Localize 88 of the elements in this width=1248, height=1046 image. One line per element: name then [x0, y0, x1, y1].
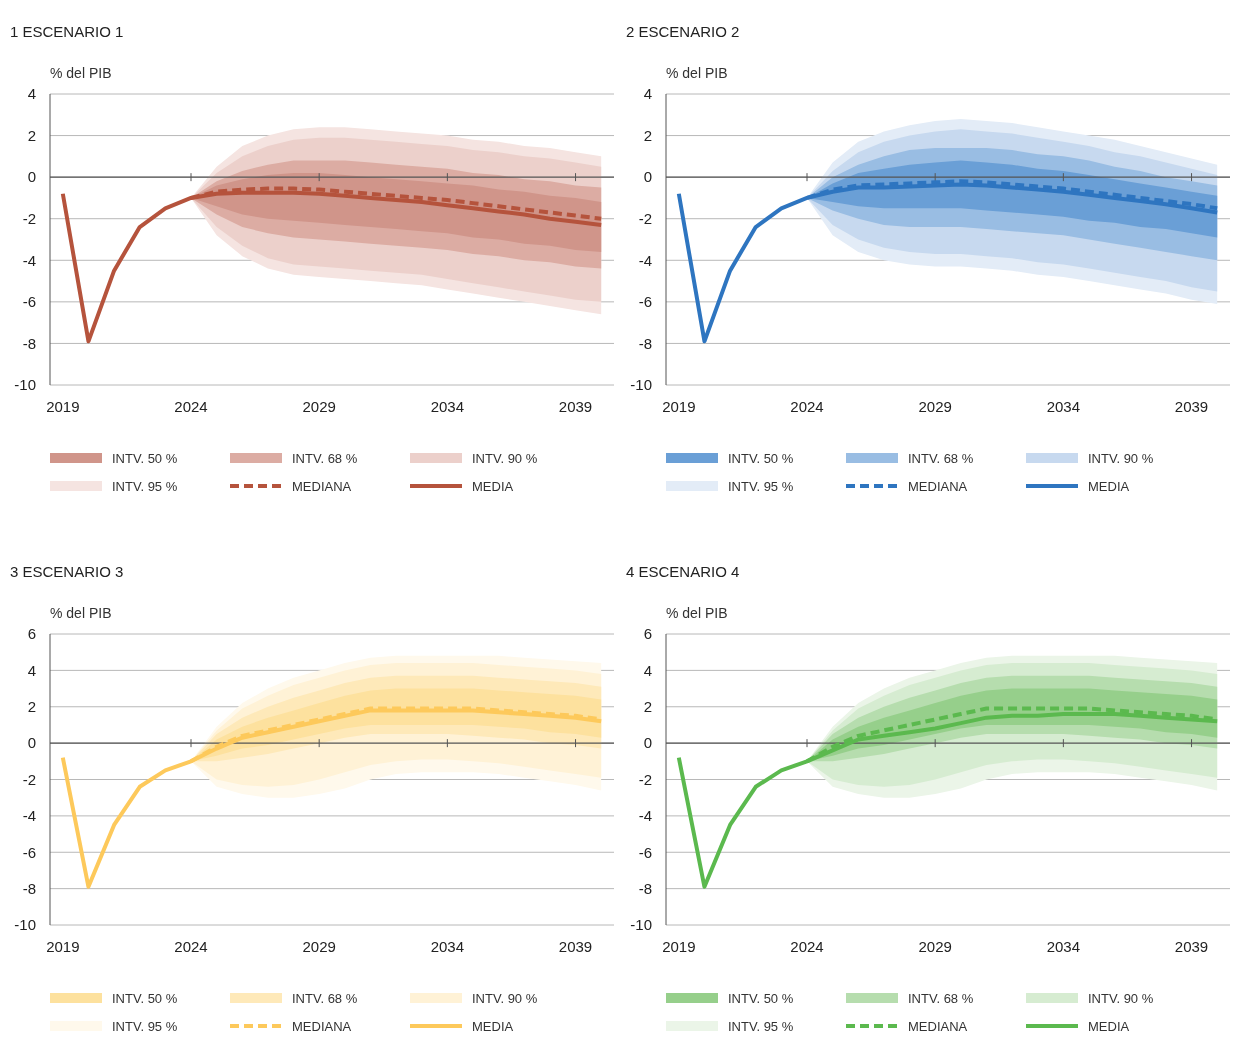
y-tick-label: -10	[630, 916, 652, 934]
chart-title: 4 ESCENARIO 4	[626, 563, 740, 580]
x-tick-label: 2034	[430, 398, 465, 415]
legend-label: INTV. 90 %	[472, 990, 538, 1006]
x-tick-label: 2019	[46, 398, 80, 415]
x-tick-label: 2024	[174, 938, 208, 955]
y-tick-label: 2	[643, 126, 652, 144]
x-tick-label: 2034	[1046, 398, 1081, 415]
y-tick-label: -2	[638, 209, 652, 227]
y-tick-label: 2	[27, 126, 36, 144]
chart-title: 1 ESCENARIO 1	[10, 23, 124, 40]
legend-label: INTV. 68 %	[908, 990, 974, 1006]
y-axis-title: % del PIB	[50, 65, 112, 81]
x-tick-label: 2019	[662, 938, 696, 955]
y-tick-label: 6	[643, 625, 652, 643]
y-tick-label: -6	[22, 293, 36, 311]
y-tick-label: 2	[27, 698, 36, 715]
y-tick-label: 4	[643, 661, 652, 679]
y-tick-label: 0	[27, 734, 36, 752]
x-tick-label: 2034	[430, 938, 465, 955]
line-series	[60, 190, 604, 344]
x-tick-label: 2039	[558, 938, 593, 955]
y-tick-label: 0	[643, 168, 652, 186]
legend-label: INTV. 50 %	[728, 450, 794, 466]
legend-label: INTV. 95 %	[112, 478, 178, 494]
y-tick-label: -2	[22, 770, 36, 788]
legend-label: MEDIANA	[908, 1018, 968, 1034]
legend-label: MEDIA	[472, 1018, 514, 1034]
y-tick-label: -6	[638, 843, 652, 861]
legend-label: INTV. 95 %	[728, 478, 794, 494]
y-tick-label: -4	[22, 251, 36, 269]
legend-label: MEDIANA	[292, 1018, 352, 1034]
y-tick-label: -2	[638, 770, 652, 788]
x-tick-label: 2029	[918, 398, 952, 415]
y-tick-label: -8	[22, 879, 36, 897]
legend-label: INTV. 90 %	[1088, 450, 1154, 466]
x-tick-label: 2024	[790, 938, 824, 955]
x-tick-label: 2024	[790, 398, 824, 415]
legend-label: INTV. 68 %	[292, 450, 358, 466]
legend-label: INTV. 68 %	[908, 450, 974, 466]
x-tick-label: 2024	[174, 398, 208, 415]
y-tick-label: -10	[630, 376, 652, 394]
y-tick-label: 4	[27, 661, 36, 679]
legend-label: INTV. 95 %	[728, 1018, 794, 1034]
y-axis-title: % del PIB	[666, 65, 728, 81]
legend-label: MEDIANA	[292, 478, 352, 494]
y-tick-label: -10	[14, 916, 36, 934]
chart-title: 2 ESCENARIO 2	[626, 23, 740, 40]
legend-label: INTV. 95 %	[112, 1018, 178, 1034]
y-tick-label: -8	[638, 334, 652, 352]
x-tick-label: 2029	[302, 938, 336, 955]
y-axis-title: % del PIB	[50, 605, 112, 621]
legend-label: INTV. 50 %	[112, 990, 178, 1006]
chart-title: 3 ESCENARIO 3	[10, 563, 124, 580]
x-tick-label: 2039	[1174, 398, 1209, 415]
legend-label: INTV. 50 %	[112, 450, 178, 466]
y-tick-label: 4	[27, 85, 36, 103]
legend-label: MEDIA	[472, 478, 514, 494]
x-tick-label: 2029	[302, 398, 336, 415]
x-tick-label: 2029	[918, 938, 952, 955]
y-tick-label: -4	[22, 807, 36, 825]
y-tick-label: -8	[638, 879, 652, 897]
legend-label: INTV. 68 %	[292, 990, 358, 1006]
line-series	[676, 182, 1220, 344]
x-tick-label: 2039	[558, 398, 593, 415]
y-tick-label: -10	[14, 376, 36, 394]
y-tick-label: 0	[27, 168, 36, 186]
legend-label: INTV. 90 %	[472, 450, 538, 466]
x-tick-label: 2019	[46, 938, 80, 955]
y-tick-label: -8	[22, 334, 36, 352]
y-tick-label: 4	[643, 85, 652, 103]
x-tick-label: 2019	[662, 398, 696, 415]
y-tick-label: -4	[638, 807, 652, 825]
legend-label: MEDIA	[1088, 478, 1130, 494]
legend-label: MEDIA	[1088, 1018, 1130, 1034]
y-tick-label: -4	[638, 251, 652, 269]
y-tick-label: -6	[638, 293, 652, 311]
y-tick-label: 2	[643, 698, 652, 715]
y-tick-label: 6	[27, 625, 36, 643]
legend-label: INTV. 50 %	[728, 990, 794, 1006]
x-tick-label: 2034	[1046, 938, 1081, 955]
x-tick-label: 2039	[1174, 938, 1209, 955]
legend-label: MEDIANA	[908, 478, 968, 494]
y-tick-label: -2	[22, 209, 36, 227]
y-tick-label: -6	[22, 843, 36, 861]
y-axis-title: % del PIB	[666, 605, 728, 621]
legend-label: INTV. 90 %	[1088, 990, 1154, 1006]
y-tick-label: 0	[643, 734, 652, 752]
